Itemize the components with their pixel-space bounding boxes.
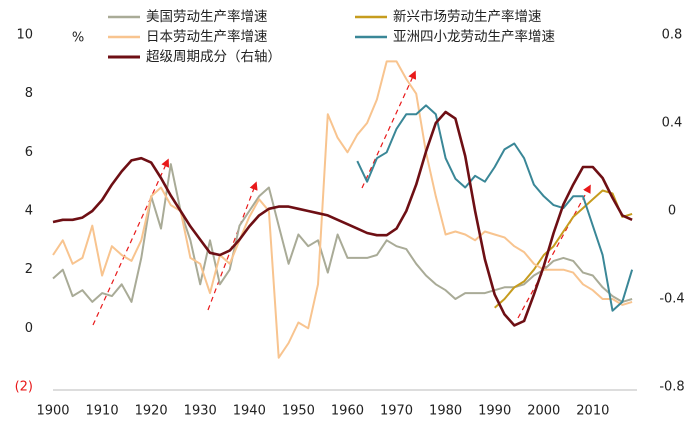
x-tick-label: 1910 (86, 404, 119, 419)
y-tick-label: 0 (25, 321, 33, 336)
series-line (52, 60, 633, 359)
series-line (52, 163, 633, 303)
y2-tick-label: 0 (668, 204, 676, 219)
x-tick-label: 1920 (135, 404, 168, 419)
legend-label: 美国劳动生产率增速 (146, 8, 268, 25)
y-tick-label: 4 (25, 204, 33, 219)
y2-tick-label: 0.4 (662, 116, 683, 131)
x-tick-label: 1970 (380, 404, 413, 419)
series-line (356, 104, 634, 312)
legend-label: 亚洲四小龙劳动生产率增速 (393, 28, 555, 45)
x-tick-label: 1950 (282, 404, 315, 419)
y-tick-label: (2) (15, 380, 33, 395)
series-line (52, 110, 633, 327)
x-tick-label: 1990 (478, 404, 511, 419)
x-tick-label: 1900 (36, 404, 69, 419)
y2-tick-label: -0.4 (659, 292, 684, 307)
y2-tick-label: -0.8 (659, 380, 684, 395)
y-tick-label: 2 (25, 262, 33, 277)
y2-tick-label: 0.8 (662, 28, 683, 43)
x-tick-label: 1980 (429, 404, 462, 419)
y-unit-label: % (72, 31, 84, 46)
legend-label: 日本劳动生产率增速 (146, 28, 268, 45)
x-tick-label: 1960 (331, 404, 364, 419)
x-tick-label: 1940 (233, 404, 266, 419)
y-tick-label: 6 (25, 145, 33, 160)
x-tick-label: 2000 (527, 404, 560, 419)
x-tick-label: 2010 (576, 404, 609, 419)
legend-label: 超级周期成分（右轴） (146, 49, 281, 65)
y-tick-label: 10 (16, 28, 33, 43)
y-tick-label: 8 (25, 86, 33, 101)
x-tick-label: 1930 (184, 404, 217, 419)
legend-label: 新兴市场劳动生产率增速 (393, 8, 542, 25)
